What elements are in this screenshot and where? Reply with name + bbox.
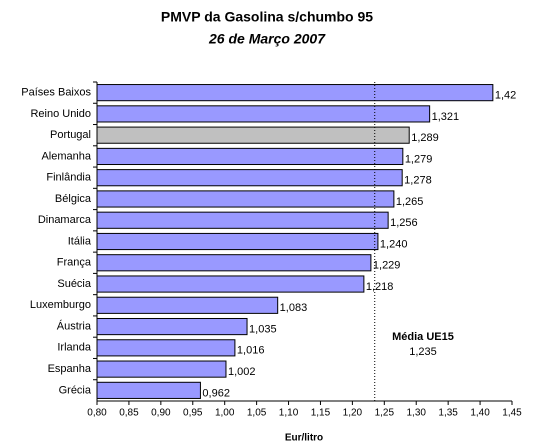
chart-subtitle: 26 de Março 2007 <box>208 31 326 47</box>
bar <box>96 317 248 336</box>
value-label: 1,42 <box>495 90 516 102</box>
bar <box>96 232 379 251</box>
value-label: 0,962 <box>202 387 230 399</box>
x-tick-label: 0,95 <box>183 408 203 419</box>
x-tick-label: 1,35 <box>438 408 458 419</box>
average-label: Média UE15 <box>392 331 454 343</box>
value-label: 1,279 <box>405 153 433 165</box>
bar <box>96 84 494 102</box>
value-label: 1,240 <box>380 238 408 250</box>
y-tick-label: Finlândia <box>46 172 92 184</box>
y-tick-label: França <box>57 257 92 269</box>
y-tick-label: Países Baixos <box>21 87 91 99</box>
x-tick-label: 1,25 <box>375 408 395 419</box>
x-tick-label: 1,20 <box>343 408 363 419</box>
bar <box>96 211 389 229</box>
bar <box>96 360 227 378</box>
y-tick-label: Luxemburgo <box>30 299 91 311</box>
x-tick-label: 1,45 <box>502 408 522 419</box>
x-tick-label: 0,85 <box>119 408 139 419</box>
y-tick-label: Alemanha <box>41 150 91 162</box>
y-tick-label: Áustria <box>57 319 92 332</box>
value-label: 1,256 <box>390 217 418 229</box>
y-tick-label: Grécia <box>59 384 92 396</box>
value-label: 1,321 <box>432 111 460 123</box>
y-tick-label: Reino Unido <box>30 108 91 120</box>
bar <box>96 147 404 166</box>
bar <box>96 105 431 123</box>
x-tick-label: 1,30 <box>406 408 426 419</box>
x-tick-label: 1,00 <box>215 408 235 419</box>
y-tick-label: Dinamarca <box>38 214 92 226</box>
value-label: 1,265 <box>396 196 424 208</box>
y-tick-label: Suécia <box>57 278 92 290</box>
value-label: 1,229 <box>373 260 401 272</box>
y-tick-label: Bélgica <box>55 193 92 205</box>
chart-title: PMVP da Gasolina s/chumbo 95 <box>161 9 373 25</box>
bar <box>96 190 395 208</box>
x-tick-label: 1,05 <box>247 408 267 419</box>
y-tick-label: Portugal <box>50 129 91 141</box>
value-label: 1,218 <box>366 281 394 293</box>
y-tick-label: Itália <box>68 235 92 247</box>
x-tick-label: 0,90 <box>151 408 171 419</box>
bar <box>96 339 236 357</box>
value-label: 1,083 <box>280 302 308 314</box>
x-tick-label: 1,15 <box>311 408 331 419</box>
average-value: 1,235 <box>409 346 437 358</box>
bar <box>96 169 403 187</box>
value-label: 1,289 <box>411 132 439 144</box>
bar <box>96 254 372 272</box>
value-label: 1,035 <box>249 323 277 335</box>
bar <box>96 275 365 293</box>
bar <box>96 126 410 144</box>
x-tick-label: 0,80 <box>87 408 107 419</box>
y-tick-label: Irlanda <box>57 342 92 354</box>
x-tick-label: 1,10 <box>279 408 299 419</box>
value-label: 1,016 <box>237 345 265 357</box>
y-tick-label: Espanha <box>48 363 92 375</box>
bar <box>96 296 279 314</box>
x-axis-label: Eur/litro <box>285 433 323 444</box>
value-label: 1,002 <box>228 366 256 378</box>
x-tick-label: 1,40 <box>470 408 490 419</box>
bar <box>96 381 201 399</box>
value-label: 1,278 <box>404 175 432 187</box>
